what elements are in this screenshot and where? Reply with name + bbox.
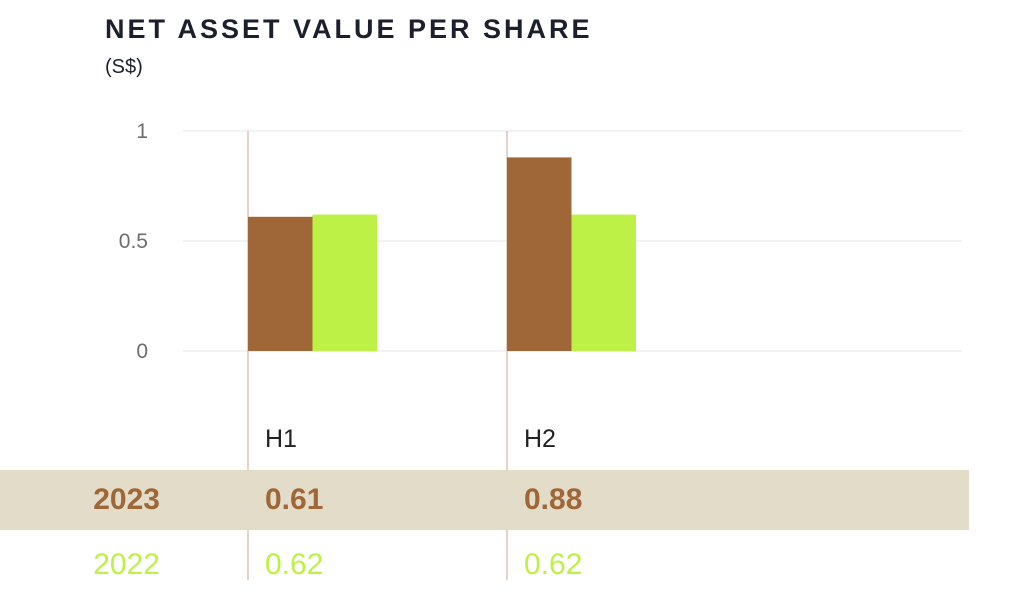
row-2023-year: 2023 xyxy=(93,483,160,516)
chart-unit: (S$) xyxy=(105,56,143,78)
bar-h1-2023 xyxy=(248,216,313,351)
y-tick-label-1: 0.5 xyxy=(119,230,148,253)
bar-h2-2022 xyxy=(571,214,636,351)
row-2023-h1: 0.61 xyxy=(265,483,324,516)
chart-title: NET ASSET VALUE PER SHARE xyxy=(105,14,593,44)
y-tick-label-0: 0 xyxy=(136,340,148,363)
highlight-band xyxy=(0,470,969,530)
bar-h1-2022 xyxy=(312,214,377,351)
row-2023-h2: 0.88 xyxy=(524,483,583,516)
y-tick-label-2: 1 xyxy=(136,120,148,143)
category-label-h2: H2 xyxy=(524,425,556,453)
row-2022-h2: 0.62 xyxy=(524,548,583,581)
row-2022-year: 2022 xyxy=(93,548,160,581)
category-label-h1: H1 xyxy=(265,425,297,453)
bar-h2-2023 xyxy=(507,157,572,351)
row-2022-h1: 0.62 xyxy=(265,548,324,581)
